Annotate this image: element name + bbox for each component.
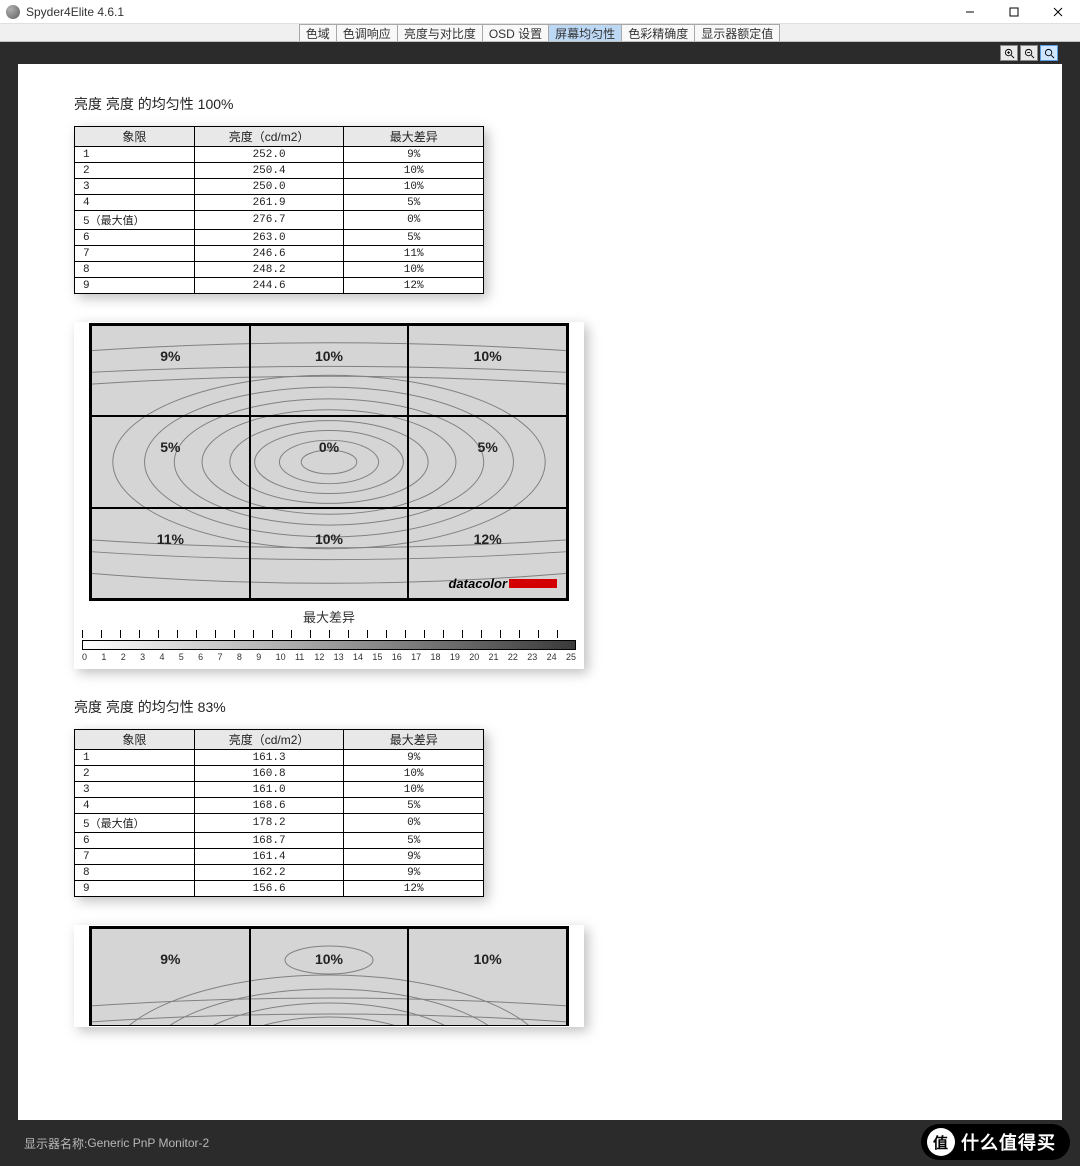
table-row: 1161.39%	[75, 750, 484, 766]
table-row: 8248.210%	[75, 262, 484, 278]
tabs-row: 色域 色调响应 亮度与对比度 OSD 设置 屏幕均匀性 色彩精确度 显示器额定值	[0, 24, 1080, 42]
tab-color-accuracy[interactable]: 色彩精确度	[621, 24, 695, 41]
section2-table: 象限 亮度（cd/m2） 最大差异 1161.39%2160.810%3161.…	[74, 729, 484, 897]
grid-cell: 10%	[250, 508, 409, 599]
maximize-button[interactable]	[992, 0, 1036, 24]
footer-label-prefix: 显示器名称:	[24, 1135, 87, 1152]
tab-osd-settings[interactable]: OSD 设置	[482, 24, 549, 41]
scale-bar: 0123456789101112131415161718192021222324…	[82, 630, 576, 662]
grid-cell: 10%	[250, 325, 409, 416]
zoom-bar	[0, 42, 1080, 64]
table-row: 3250.010%	[75, 179, 484, 195]
minimize-button[interactable]	[948, 0, 992, 24]
tab-brightness-contrast[interactable]: 亮度与对比度	[397, 24, 483, 41]
grid-cell: 0%	[250, 416, 409, 507]
col-maxdiff: 最大差异	[344, 730, 484, 750]
zoom-in-button[interactable]	[1000, 45, 1018, 61]
table-row: 7161.49%	[75, 849, 484, 865]
grid-cell: 9%	[91, 325, 250, 416]
section2-map-card: 9%10%10%	[74, 925, 584, 1027]
scale-caption: 最大差异	[75, 607, 583, 626]
close-button[interactable]	[1036, 0, 1080, 24]
table-row: 4168.65%	[75, 798, 484, 814]
table-row: 4261.95%	[75, 195, 484, 211]
brand-tag: datacolor	[448, 576, 557, 591]
app-frame: 亮度 亮度 的均匀性 100% 象限 亮度（cd/m2） 最大差异 1252.0…	[0, 42, 1080, 1166]
titlebar: Spyder4Elite 4.6.1	[0, 0, 1080, 24]
table-row: 8162.29%	[75, 865, 484, 881]
section2-title: 亮度 亮度 的均匀性 83%	[74, 697, 1006, 717]
table-row: 6263.05%	[75, 230, 484, 246]
col-luminance: 亮度（cd/m2）	[194, 127, 344, 147]
grid-cell: 11%	[91, 508, 250, 599]
watermark: 值 什么值得买	[921, 1124, 1070, 1160]
zoom-fit-button[interactable]	[1040, 45, 1058, 61]
table-row: 9244.612%	[75, 278, 484, 294]
table-row: 6168.75%	[75, 833, 484, 849]
grid-cell: 10%	[250, 928, 409, 1026]
tab-gamut[interactable]: 色域	[299, 24, 337, 41]
grid-cell: 5%	[408, 416, 567, 507]
contour-map-2: 9%10%10%	[89, 926, 569, 1026]
watermark-text: 什么值得买	[961, 1129, 1056, 1155]
col-quadrant: 象限	[75, 730, 195, 750]
table-row: 9156.612%	[75, 881, 484, 897]
col-quadrant: 象限	[75, 127, 195, 147]
section1-table: 象限 亮度（cd/m2） 最大差异 1252.09%2250.410%3250.…	[74, 126, 484, 294]
contour-map-1: 9%10%10%5%0%5%11%10%12% datacolor	[89, 323, 569, 601]
col-maxdiff: 最大差异	[344, 127, 484, 147]
footer-monitor-name: Generic PnP Monitor-2	[87, 1136, 209, 1150]
tab-tone-response[interactable]: 色调响应	[336, 24, 398, 41]
table-row: 5（最大值）178.20%	[75, 814, 484, 833]
grid-cell: 10%	[408, 325, 567, 416]
footer-bar: 显示器名称: Generic PnP Monitor-2	[0, 1120, 1080, 1166]
grid-cell: 10%	[408, 928, 567, 1026]
table-row: 7246.611%	[75, 246, 484, 262]
watermark-badge: 值	[927, 1128, 955, 1156]
col-luminance: 亮度（cd/m2）	[194, 730, 344, 750]
tab-screen-uniformity[interactable]: 屏幕均匀性	[548, 24, 622, 41]
table-row: 5（最大值）276.70%	[75, 211, 484, 230]
grid-cell: 5%	[91, 416, 250, 507]
table-row: 2250.410%	[75, 163, 484, 179]
zoom-out-button[interactable]	[1020, 45, 1038, 61]
section1-title: 亮度 亮度 的均匀性 100%	[74, 94, 1006, 114]
section1-map-card: 9%10%10%5%0%5%11%10%12% datacolor 最大差异 0…	[74, 322, 584, 669]
grid-cell: 9%	[91, 928, 250, 1026]
table-row: 3161.010%	[75, 782, 484, 798]
app-icon	[6, 5, 20, 19]
report-scroll[interactable]: 亮度 亮度 的均匀性 100% 象限 亮度（cd/m2） 最大差异 1252.0…	[18, 64, 1062, 1120]
window-title: Spyder4Elite 4.6.1	[26, 5, 124, 19]
tab-monitor-rating[interactable]: 显示器额定值	[694, 24, 780, 41]
table-row: 2160.810%	[75, 766, 484, 782]
table-row: 1252.09%	[75, 147, 484, 163]
